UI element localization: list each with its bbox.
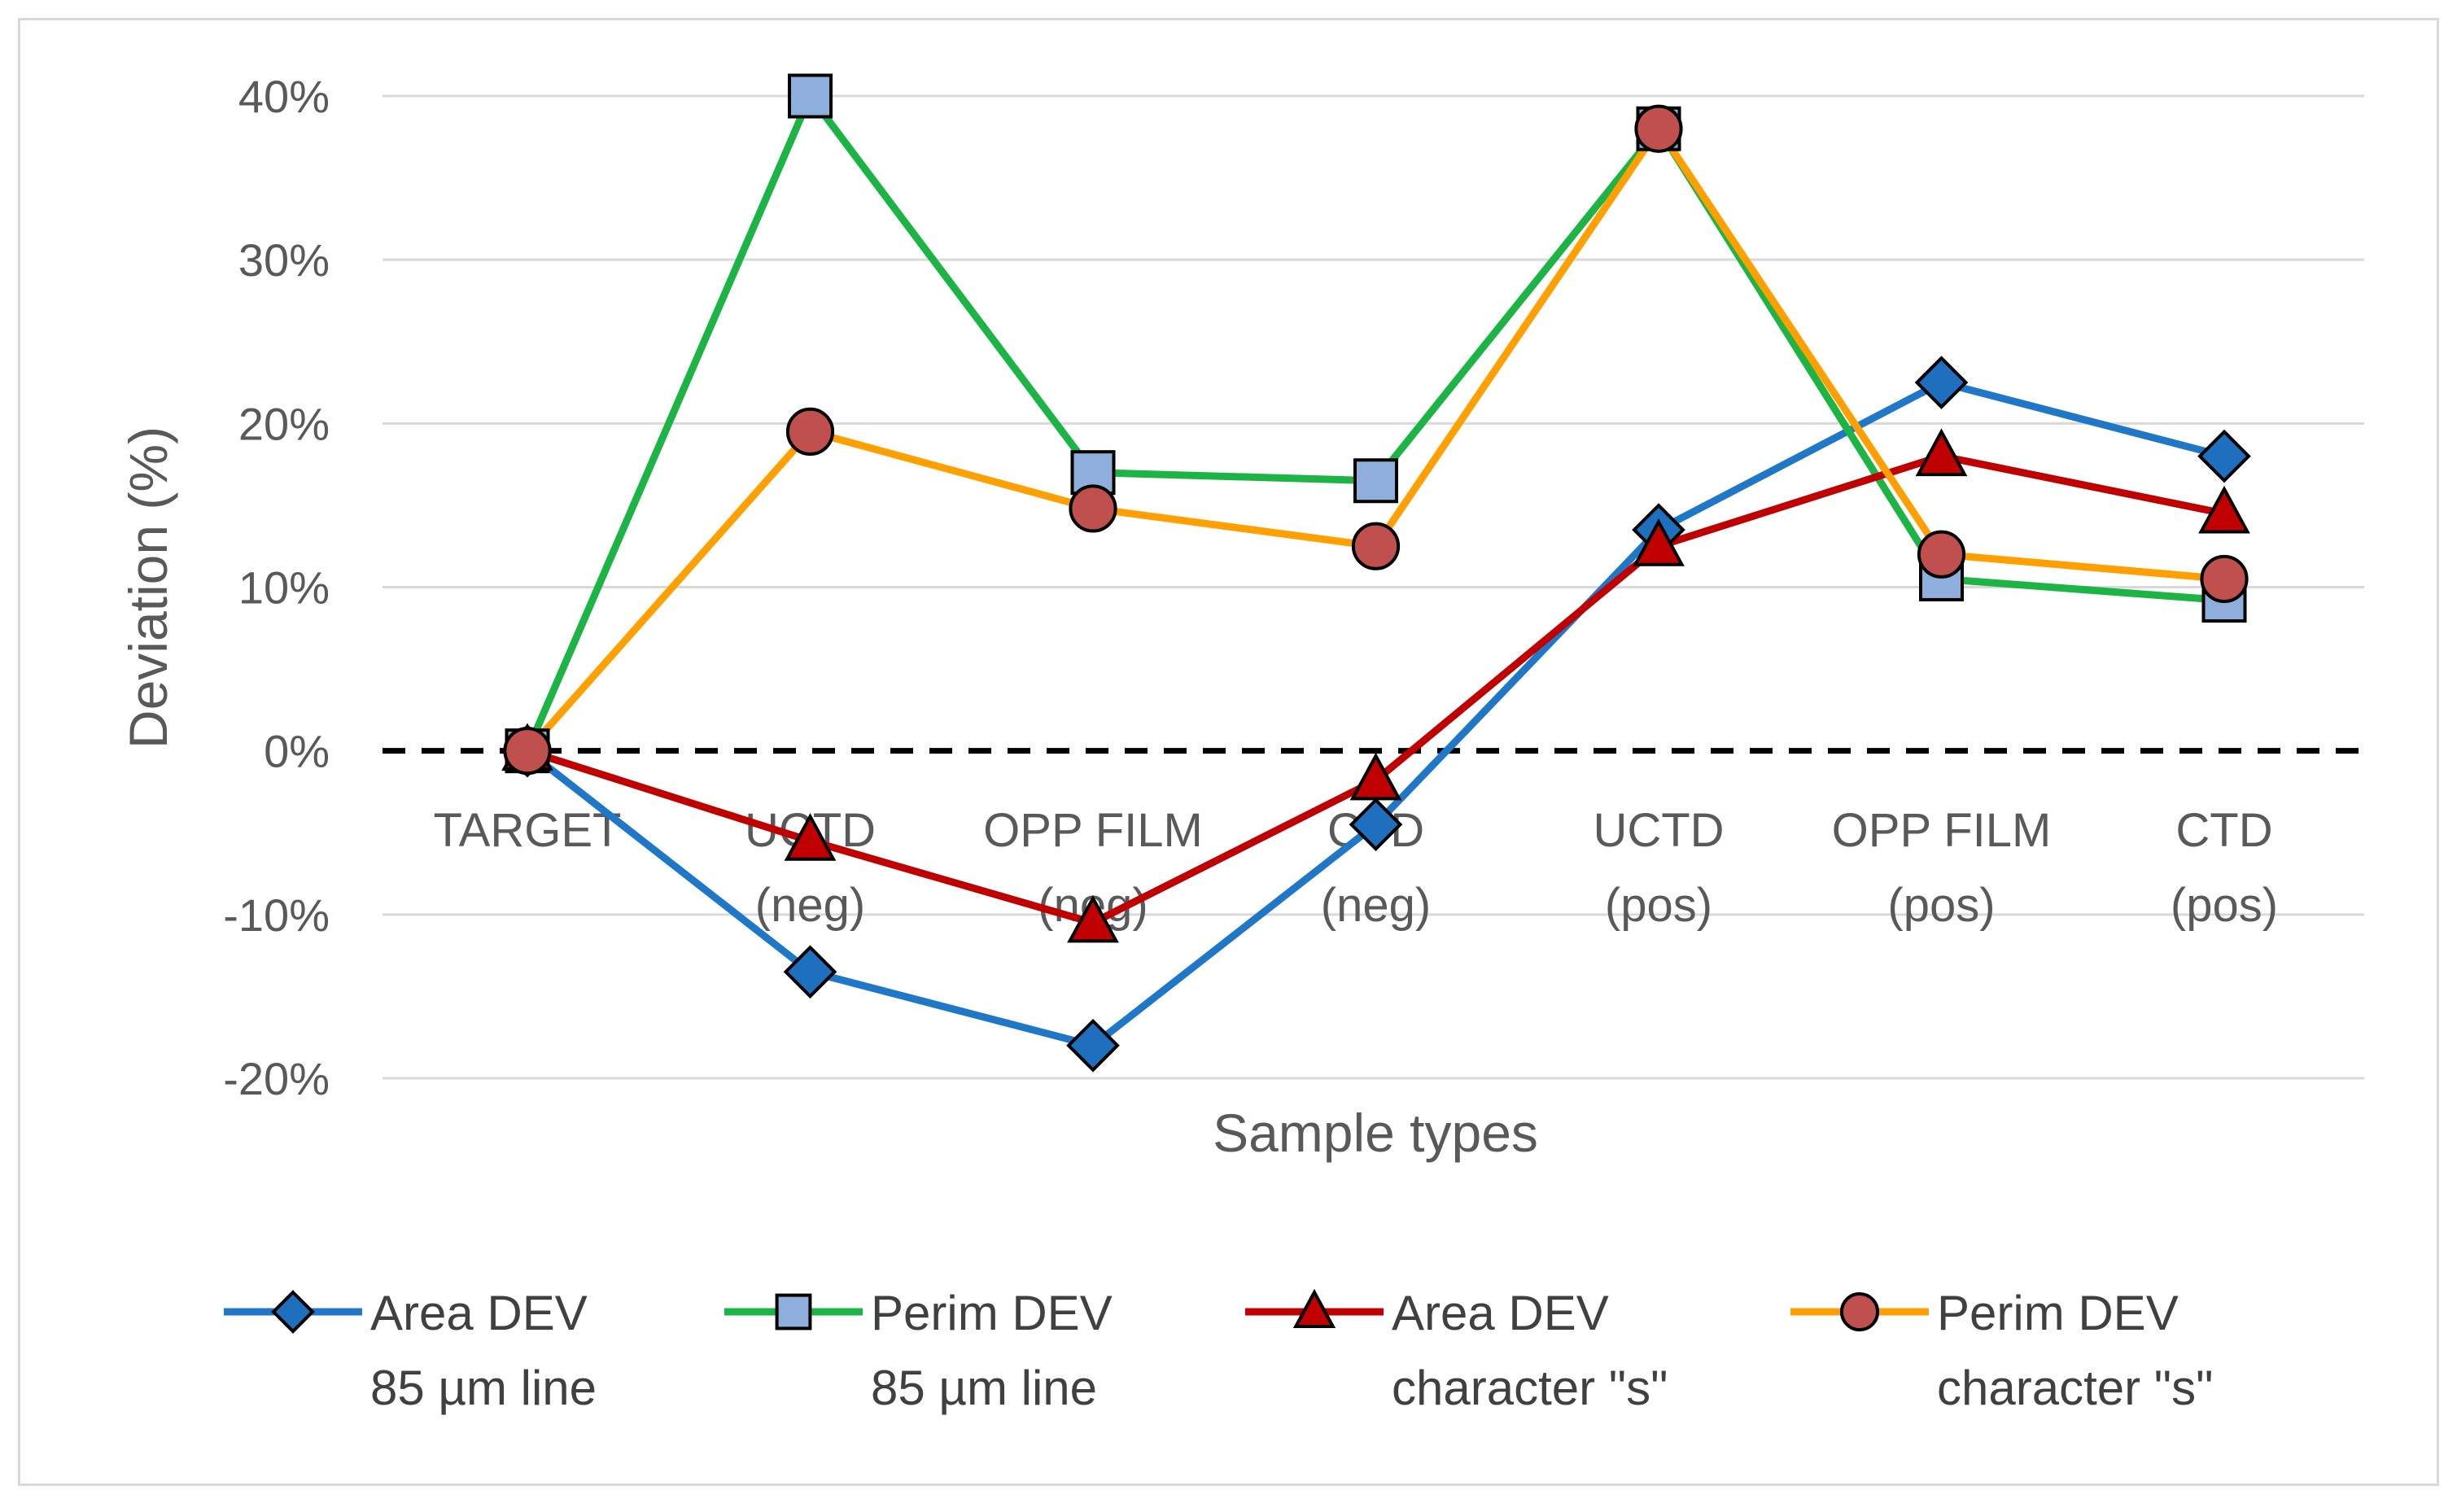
diamond-marker: [1066, 1018, 1120, 1073]
square-marker: [1353, 458, 1398, 504]
x-category-label: (neg): [1321, 879, 1431, 932]
circle-marker: [1839, 1291, 1880, 1332]
x-category-label: OPP FILM: [983, 804, 1203, 857]
y-tick-label: 10%: [238, 562, 330, 614]
diamond-marker: [1914, 356, 1969, 409]
legend-label: Perim DEV: [1937, 1286, 2179, 1340]
x-category-label: (pos): [1605, 879, 1712, 932]
legend-label: Area DEV: [1392, 1286, 1609, 1340]
gridlines: [383, 94, 2364, 1080]
diamond-marker: [783, 945, 837, 999]
circle-marker: [503, 727, 552, 776]
y-tick-label: -20%: [223, 1053, 330, 1104]
triangle-marker: [1915, 428, 1968, 477]
legend: Area DEV 85 µm line Perim DEV 85 µm line Are…: [224, 1286, 2213, 1415]
square-marker: [775, 1293, 812, 1331]
y-tick-label: 0%: [264, 726, 330, 777]
triangle-marker: [1292, 1288, 1336, 1328]
circle-marker: [1351, 522, 1401, 570]
legend-label: character "s": [1937, 1361, 2213, 1415]
x-category-label: UCTD: [1593, 804, 1724, 857]
x-category-label: CTD: [2175, 804, 2272, 857]
legend-label: Area DEV: [370, 1286, 588, 1340]
triangle-marker: [2198, 485, 2250, 534]
diamond-marker: [1349, 798, 1403, 852]
x-category-label: (neg): [755, 879, 865, 932]
series-markers: [501, 73, 2251, 1073]
y-axis-ticks: 40% 30% 20% 10% 0% -10% -20%: [223, 71, 330, 1104]
x-category-label: (pos): [1887, 879, 1995, 932]
y-tick-label: 20%: [238, 398, 330, 449]
diamond-marker: [271, 1290, 315, 1334]
legend-label: 85 µm line: [871, 1361, 1097, 1415]
x-axis-label: Sample types: [1213, 1103, 1538, 1163]
triangle-marker: [784, 813, 837, 861]
circle-marker: [1634, 104, 1683, 153]
y-tick-label: 30%: [238, 234, 330, 286]
triangle-marker: [1067, 894, 1119, 943]
circle-marker: [1069, 484, 1117, 533]
circle-marker: [785, 407, 835, 456]
diamond-marker: [2197, 429, 2251, 483]
y-tick-label: -10%: [223, 889, 330, 941]
series-line-4: [524, 125, 2225, 754]
circle-marker: [2200, 554, 2249, 604]
x-category-label: (pos): [2171, 879, 2278, 932]
triangle-marker: [1633, 518, 1685, 566]
y-tick-label: 40%: [238, 71, 330, 122]
x-category-label: OPP FILM: [1832, 804, 2052, 857]
triangle-marker: [1349, 752, 1402, 801]
x-category-label: TARGET: [434, 804, 622, 857]
circle-marker: [1917, 530, 1966, 579]
legend-label: character "s": [1392, 1361, 1668, 1415]
legend-label: Perim DEV: [871, 1286, 1113, 1340]
y-axis-label: Deviation (%): [118, 426, 178, 749]
square-marker: [788, 73, 833, 119]
legend-label: 85 µm line: [370, 1361, 597, 1415]
